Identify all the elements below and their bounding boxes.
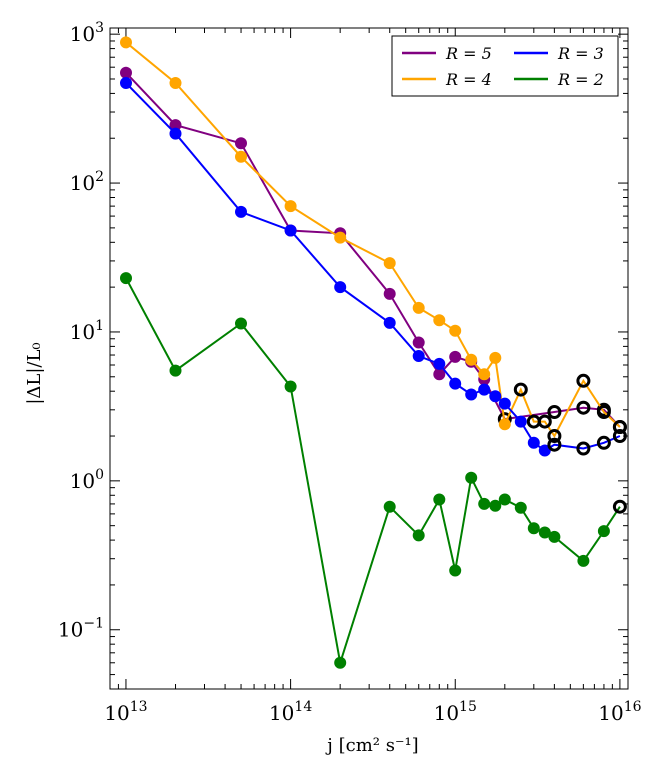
data-point [235,137,247,150]
data-point [235,150,247,163]
series-layer [120,36,627,669]
data-point [527,436,540,449]
data-point-open [547,405,562,419]
data-point [527,522,540,535]
data-point [120,272,132,285]
series-R-5 [120,66,627,434]
data-point-open [612,429,627,443]
data-point [478,497,491,510]
legend-label: R = 4 [445,70,492,89]
data-point [489,499,502,512]
data-point [284,224,297,237]
data-point [284,200,297,213]
data-point [334,231,347,244]
data-point-open [596,435,611,450]
series-R-4 [120,36,627,443]
series-line [125,82,621,452]
series-line [125,277,621,664]
data-point [120,36,132,49]
data-point [169,364,182,377]
x-tick-label: 1013 [104,699,147,725]
y-tick-label: 102 [70,169,104,195]
data-point [449,324,462,337]
data-point-open [547,429,562,443]
data-point [334,656,347,669]
x-tick-label: 1014 [269,699,312,725]
data-point [465,388,478,401]
data-point-open [612,420,627,434]
legend-label: R = 2 [557,70,604,89]
legend-label: R = 3 [557,44,604,63]
data-point [514,415,527,428]
data-point [383,257,396,270]
data-point [514,501,527,514]
x-axis-label: j [cm² s⁻¹] [325,735,418,756]
data-point [498,397,511,410]
data-point [383,500,396,513]
series-R-2 [120,272,627,669]
data-point [597,525,610,538]
legend-label: R = 5 [445,44,492,63]
series-R-3 [120,77,627,457]
y-tick-label: 10−1 [58,616,104,642]
data-point-open [612,499,627,514]
axes-frame [109,27,629,690]
x-tick-label: 1016 [598,699,641,725]
data-point [235,317,247,330]
data-point [383,287,396,300]
data-point [169,77,182,89]
data-point [120,66,132,79]
data-point [284,380,297,393]
data-point [489,390,502,403]
data-point-open [547,437,562,452]
tick-label-layer: 1013 1014 1015 1016 10−1 100 101 102 103 [58,20,642,725]
data-point [538,444,551,457]
y-tick-label: 100 [70,467,104,493]
data-point [120,77,132,89]
x-tick-label: 1015 [434,699,477,725]
y-axis-label: |ΔL|/L₀ [24,342,45,404]
data-point [449,350,462,363]
legend-box [391,35,619,97]
data-point [433,493,446,506]
data-point [498,418,511,431]
data-point [478,383,491,396]
data-point [465,353,478,366]
data-point-open [513,382,528,397]
data-point [465,471,478,484]
y-tick-label: 103 [70,20,104,46]
data-point [412,529,425,542]
data-point [577,554,590,567]
y-tick-label: 101 [70,318,104,344]
data-point [478,368,491,381]
data-point [169,127,182,140]
data-point-open [576,441,591,456]
data-point-open [576,400,591,415]
legend: R = 5 R = 3 R = 4 R = 2 [391,35,619,97]
data-point [412,336,425,349]
tick-layer [109,28,628,690]
data-point [489,351,502,364]
data-point [433,314,446,327]
series-line [125,41,621,438]
data-point-open [576,373,591,388]
data-point [449,564,462,577]
data-point [383,316,396,329]
series-line [125,72,621,428]
data-point [433,368,446,381]
data-point [498,493,511,506]
data-point [433,357,446,370]
data-point [334,281,347,294]
data-point [548,530,561,543]
data-point-open [537,414,552,429]
data-point [449,377,462,390]
data-point [412,350,425,362]
data-point [235,205,247,218]
data-point [412,301,425,314]
data-point-open [596,405,611,419]
data-point [538,526,551,539]
